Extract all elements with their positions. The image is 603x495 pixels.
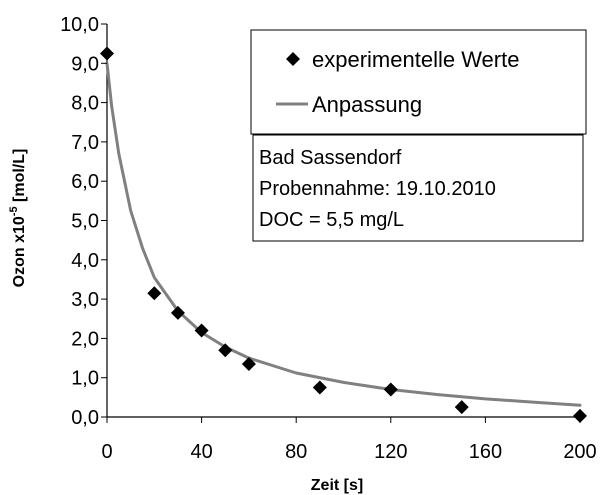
data-point	[194, 323, 209, 338]
y-axis-ticks: 0,0 1,0 2,0 3,0 4,0 5,0 6,0 7,0 8,0 9,0 10,0	[60, 14, 107, 429]
y-axis-title-exponent: -5	[8, 206, 20, 216]
y-tick-label: 6,0	[71, 171, 99, 193]
legend-diamond-marker	[286, 52, 300, 66]
data-point	[147, 286, 162, 301]
x-tick-label: 0	[101, 441, 112, 463]
sample-doc: DOC = 5,5 mg/L	[259, 209, 404, 231]
sample-location: Bad Sassendorf	[259, 147, 402, 169]
data-point	[312, 380, 327, 395]
y-axis-title-suffix: [mol/L]	[11, 149, 28, 207]
data-point	[218, 343, 233, 358]
sample-info-frame	[252, 134, 584, 242]
y-tick-label: 7,0	[71, 132, 99, 154]
y-axis-title: Ozon x10-5 [mol/L]	[8, 149, 28, 288]
y-tick-label: 0,0	[71, 407, 99, 429]
data-point	[170, 305, 185, 320]
y-tick-label: 3,0	[71, 289, 99, 311]
legend-label-fit: Anpassung	[312, 92, 422, 117]
data-point	[241, 356, 256, 371]
x-tick-label: 160	[469, 441, 502, 463]
y-tick-label: 2,0	[71, 328, 99, 350]
y-axis-title-prefix: Ozon x10	[11, 216, 28, 287]
y-tick-label: 8,0	[71, 93, 99, 115]
x-tick-label: 80	[285, 441, 307, 463]
data-point	[454, 400, 469, 415]
legend-box	[250, 29, 587, 135]
sample-info-box: Bad Sassendorf Probennahme: 19.10.2010 D…	[252, 134, 584, 242]
legend: experimentelle Werte Anpassung	[250, 29, 587, 135]
data-points-layer	[100, 46, 587, 423]
data-point	[100, 46, 114, 61]
y-tick-label: 1,0	[71, 368, 99, 390]
data-point	[573, 408, 587, 423]
y-tick-label: 5,0	[71, 211, 99, 233]
data-point	[383, 382, 398, 397]
x-axis-ticks: 0 40 80 120 160 200	[101, 417, 597, 463]
legend-label-experimental: experimentelle Werte	[312, 47, 519, 72]
y-tick-label: 4,0	[71, 250, 99, 272]
x-tick-label: 120	[374, 441, 407, 463]
sample-date: Probennahme: 19.10.2010	[259, 178, 496, 200]
x-axis-title: Zeit [s]	[311, 477, 363, 494]
y-tick-label: 9,0	[71, 53, 99, 75]
x-tick-label: 40	[190, 441, 212, 463]
x-tick-label: 200	[563, 441, 596, 463]
y-tick-label: 10,0	[60, 14, 99, 36]
